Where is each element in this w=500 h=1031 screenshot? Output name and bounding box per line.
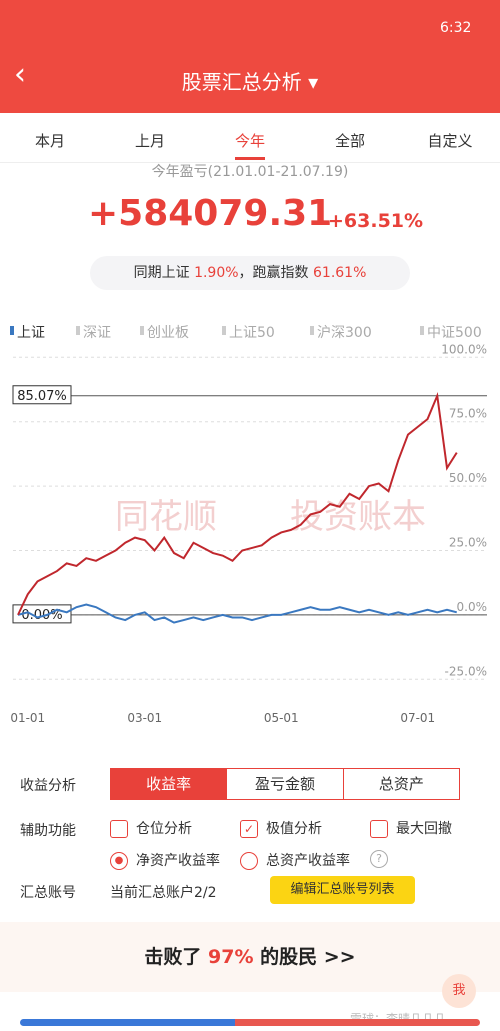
series-line <box>17 603 458 624</box>
divider <box>0 162 500 163</box>
y-tick-label: 0.0% <box>457 600 488 614</box>
option-text: 最大回撤 <box>396 821 452 837</box>
option[interactable]: 最大回撤 <box>370 818 452 838</box>
status-time: 6:32 <box>440 20 472 36</box>
label: 辅助功能 <box>20 823 76 839</box>
beat-banner <box>0 922 500 992</box>
segment[interactable]: 收益率 <box>111 769 227 799</box>
y-tick-label: 50.0% <box>449 471 487 485</box>
legend-swatch <box>10 326 14 335</box>
header-bg <box>0 0 500 113</box>
radio[interactable]: 总资产收益率 <box>240 850 350 870</box>
tab[interactable]: 全部 <box>334 132 365 150</box>
legend-item[interactable]: 中证500 <box>427 325 482 341</box>
label: 同期上证 <box>133 265 190 281</box>
y-tick-label: 75.0% <box>449 407 487 421</box>
label: 跑赢指数 <box>252 265 309 281</box>
period: 今年盈亏(21.01.01-21.07.19) <box>151 164 349 180</box>
legend-item[interactable]: 上证 <box>17 325 45 341</box>
legend-item[interactable]: 沪深300 <box>317 325 372 341</box>
profit-rate: +63.51% <box>328 210 424 232</box>
legend-item[interactable]: 上证50 <box>229 325 275 341</box>
header-title[interactable]: 股票汇总分析 ▾ <box>181 70 319 94</box>
legend-swatch <box>310 326 314 335</box>
legend-swatch <box>420 326 424 335</box>
option[interactable]: 仓位分析 <box>110 818 192 838</box>
reference-box <box>12 385 72 405</box>
x-tick-label: 05-01 <box>264 711 299 725</box>
value: 97% <box>208 946 254 968</box>
y-tick-label: -25.0% <box>445 664 487 678</box>
chart: 上证 深证 创业板 上证50 沪深300 中证500 同花顺 投资账本 100.0% 75.0% 5… <box>10 325 488 725</box>
progress-bar <box>235 1019 480 1026</box>
watermark: 投资账本 <box>290 497 426 537</box>
x-tick-label: 01-01 <box>10 711 45 725</box>
label: 汇总账号 <box>20 885 76 901</box>
radio-text: 总资产收益率 <box>266 853 350 869</box>
title-text: 股票汇总分析 <box>181 70 302 94</box>
option[interactable]: ✓ 极值分析 <box>240 818 322 838</box>
tab[interactable]: 本月 <box>34 132 65 150</box>
segment[interactable]: 盈亏金额 <box>226 769 342 799</box>
tab-indicator <box>235 157 265 160</box>
radio[interactable]: ● 净资产收益率 <box>110 850 220 870</box>
tab[interactable]: 自定义 <box>427 132 473 150</box>
tab[interactable]: 上月 <box>134 132 165 150</box>
segmented-control: 收益率 盈亏金额 总资产 <box>110 768 460 800</box>
help[interactable]: ? <box>370 850 388 868</box>
series-line <box>17 391 458 616</box>
option-text: 仓位分析 <box>136 821 192 837</box>
edit-button[interactable]: 编辑汇总账号列表 <box>270 876 415 904</box>
radio-text: 净资产收益率 <box>136 853 220 869</box>
back-button[interactable]: ‹ <box>14 57 26 92</box>
segment[interactable]: 总资产 <box>342 769 459 799</box>
profit: +584079.31 <box>88 193 333 234</box>
legend-swatch <box>76 326 80 335</box>
text: 的股民 >> <box>260 946 356 968</box>
legend-swatch <box>222 326 226 335</box>
legend-item[interactable]: 创业板 <box>147 325 189 341</box>
y-tick-label: 25.0% <box>449 535 487 549</box>
x-tick-label: 07-01 <box>400 711 435 725</box>
x-tick-label: 03-01 <box>127 711 162 725</box>
value: 1.90% <box>194 265 239 281</box>
y-tick-label: 100.0% <box>441 342 487 356</box>
legend-swatch <box>140 326 144 335</box>
progress-bar <box>20 1019 235 1026</box>
value: 61.61% <box>313 265 367 281</box>
option-text: 极值分析 <box>266 821 322 837</box>
label: 收益分析 <box>20 778 76 794</box>
reference-label: 85.07% <box>17 389 67 404</box>
legend-item[interactable]: 深证 <box>83 325 111 341</box>
account: 当前汇总账户2/2 <box>110 885 217 901</box>
beat-text[interactable]: 击败了 97% 的股民 >> <box>0 942 500 969</box>
tab[interactable]: 今年 <box>234 132 265 150</box>
index-compare: 同期上证 1.90%，跑赢指数 61.61% <box>90 256 410 290</box>
watermark: 同花顺 <box>115 497 217 537</box>
me-button[interactable]: 我 <box>442 974 476 1008</box>
text: 击败了 <box>144 946 202 968</box>
